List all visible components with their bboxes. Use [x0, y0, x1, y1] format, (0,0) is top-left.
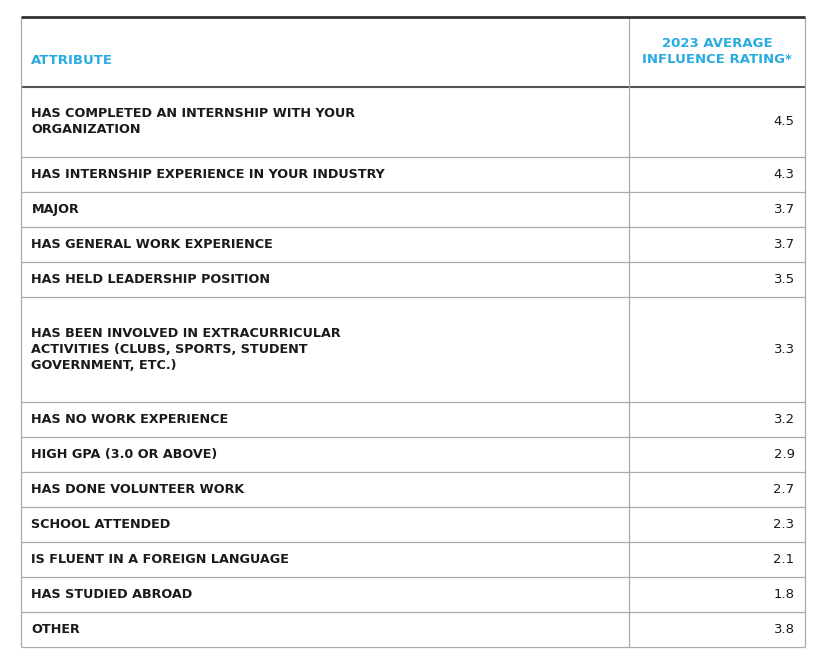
- Text: SCHOOL ATTENDED: SCHOOL ATTENDED: [31, 518, 171, 531]
- Text: 4.3: 4.3: [774, 168, 795, 181]
- Text: 4.5: 4.5: [774, 116, 795, 128]
- Text: 3.8: 3.8: [774, 623, 795, 636]
- Text: HAS GENERAL WORK EXPERIENCE: HAS GENERAL WORK EXPERIENCE: [31, 238, 273, 251]
- Text: HAS DONE VOLUNTEER WORK: HAS DONE VOLUNTEER WORK: [31, 483, 244, 496]
- Text: MAJOR: MAJOR: [31, 203, 79, 216]
- Text: 1.8: 1.8: [774, 588, 795, 602]
- Text: IS FLUENT IN A FOREIGN LANGUAGE: IS FLUENT IN A FOREIGN LANGUAGE: [31, 553, 289, 566]
- Text: 2.3: 2.3: [773, 518, 795, 531]
- Text: HAS INTERNSHIP EXPERIENCE IN YOUR INDUSTRY: HAS INTERNSHIP EXPERIENCE IN YOUR INDUST…: [31, 168, 385, 181]
- Text: 3.2: 3.2: [773, 413, 795, 426]
- Text: 2.9: 2.9: [774, 448, 795, 461]
- Text: ATTRIBUTE: ATTRIBUTE: [31, 54, 113, 66]
- Text: 2.1: 2.1: [773, 553, 795, 566]
- Text: HAS STUDIED ABROAD: HAS STUDIED ABROAD: [31, 588, 192, 602]
- Text: 3.5: 3.5: [773, 273, 795, 286]
- Text: HAS HELD LEADERSHIP POSITION: HAS HELD LEADERSHIP POSITION: [31, 273, 270, 286]
- Text: 2023 AVERAGE
INFLUENCE RATING*: 2023 AVERAGE INFLUENCE RATING*: [642, 37, 792, 66]
- Text: HIGH GPA (3.0 OR ABOVE): HIGH GPA (3.0 OR ABOVE): [31, 448, 217, 461]
- Text: HAS COMPLETED AN INTERNSHIP WITH YOUR
ORGANIZATION: HAS COMPLETED AN INTERNSHIP WITH YOUR OR…: [31, 107, 355, 136]
- Text: HAS BEEN INVOLVED IN EXTRACURRICULAR
ACTIVITIES (CLUBS, SPORTS, STUDENT
GOVERNME: HAS BEEN INVOLVED IN EXTRACURRICULAR ACT…: [31, 327, 341, 372]
- Text: OTHER: OTHER: [31, 623, 80, 636]
- Text: 2.7: 2.7: [773, 483, 795, 496]
- Text: 3.3: 3.3: [773, 343, 795, 356]
- Text: HAS NO WORK EXPERIENCE: HAS NO WORK EXPERIENCE: [31, 413, 229, 426]
- Text: 3.7: 3.7: [773, 238, 795, 251]
- Text: 3.7: 3.7: [773, 203, 795, 216]
